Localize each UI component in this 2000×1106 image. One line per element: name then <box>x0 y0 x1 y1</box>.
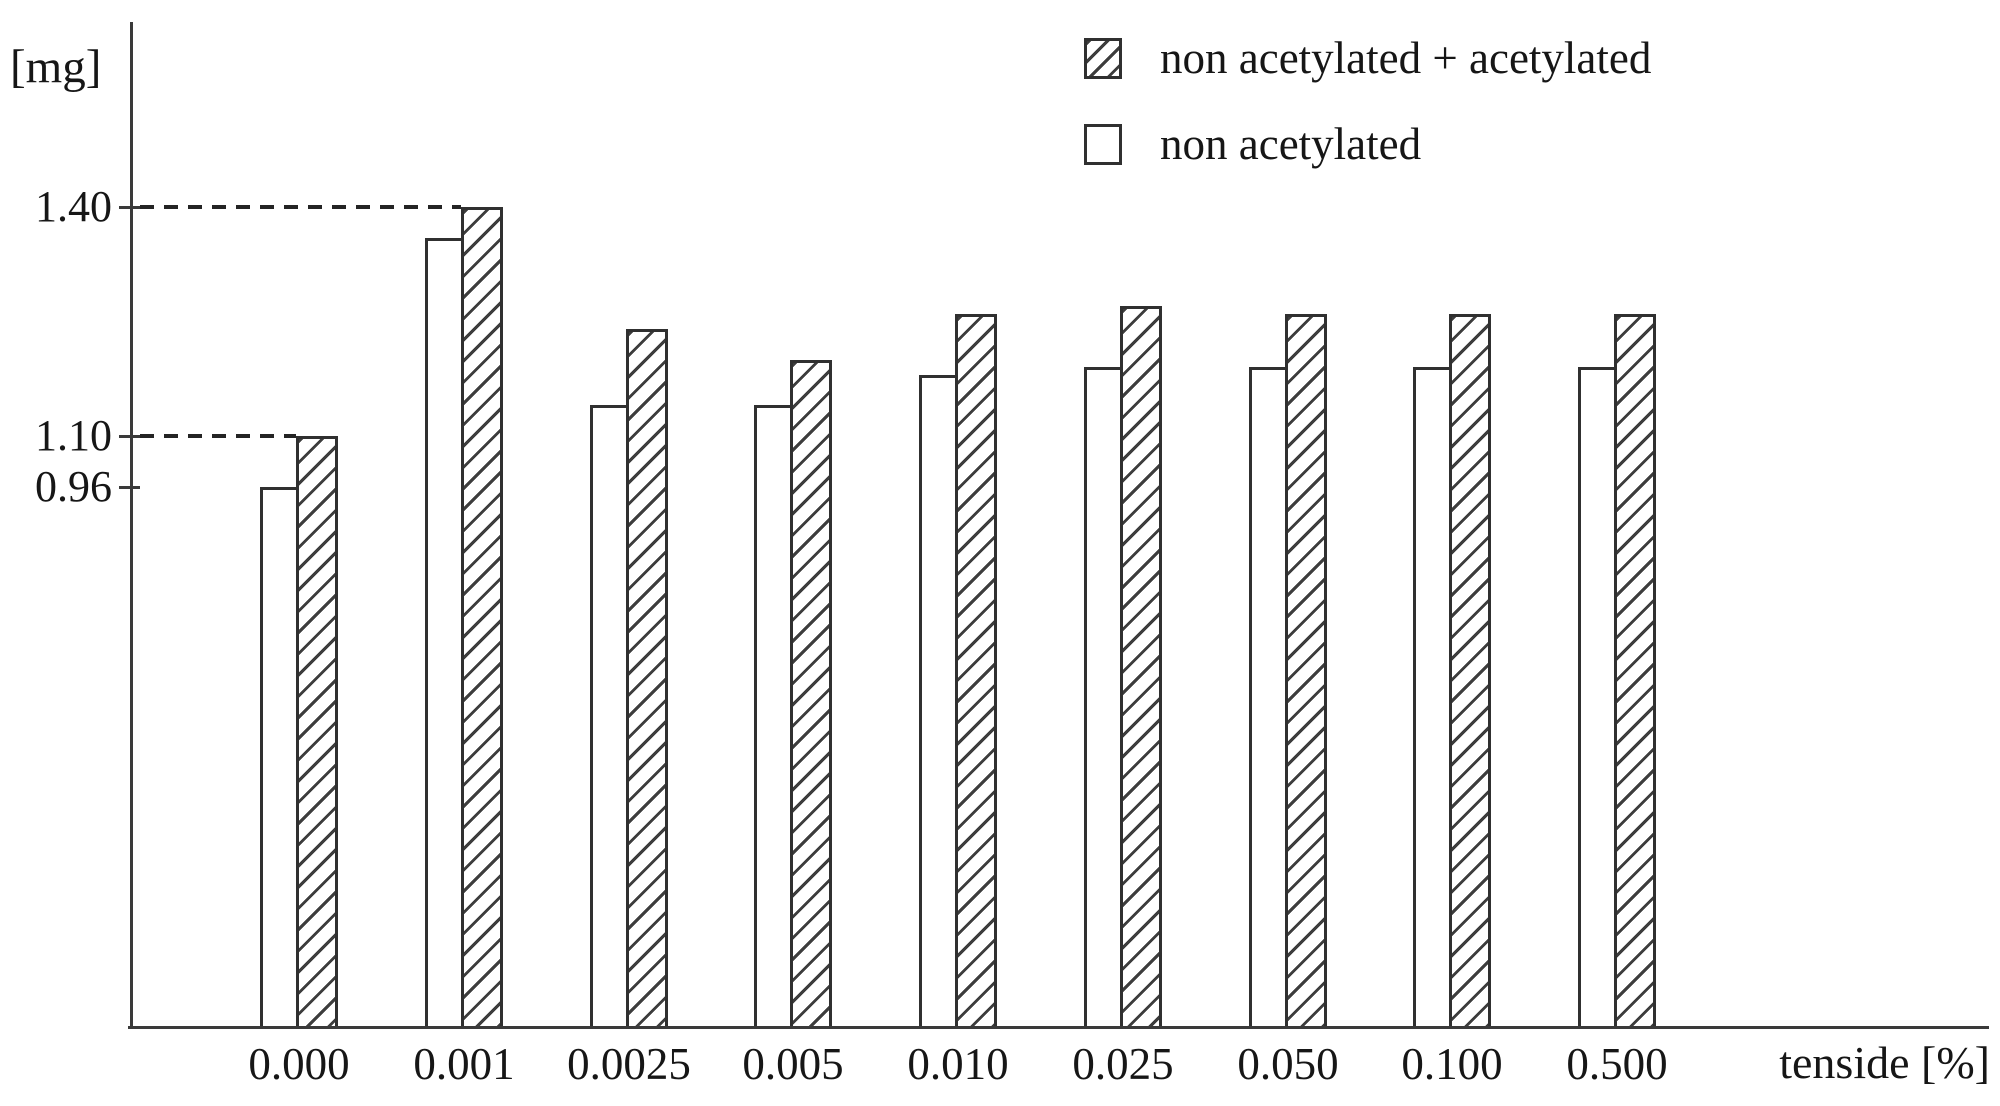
bar-0.050-non-acetylated-plus-acetylated <box>1285 314 1327 1026</box>
y-tick-1.10 <box>119 435 140 438</box>
y-tick-0.96 <box>119 486 140 489</box>
x-tick-label-0.000: 0.000 <box>248 1039 350 1089</box>
bar-0.025-non-acetylated <box>1084 367 1123 1026</box>
x-axis-line <box>128 1026 1989 1029</box>
legend-label-plain: non acetylated <box>1160 118 1422 169</box>
legend-label-hatched: non acetylated + acetylated <box>1160 33 1652 83</box>
guide-line-1.1 <box>140 434 296 438</box>
hatched-swatch-icon <box>1084 38 1122 80</box>
bar-0.500-non-acetylated <box>1578 367 1617 1026</box>
x-tick-label-0.100: 0.100 <box>1401 1039 1503 1089</box>
x-tick-label-0.050: 0.050 <box>1237 1039 1339 1089</box>
bar-0.010-non-acetylated-plus-acetylated <box>955 314 997 1026</box>
x-tick-label-0.001: 0.001 <box>413 1039 515 1089</box>
bar-0.0025-non-acetylated-plus-acetylated <box>626 329 668 1026</box>
y-axis-unit-label: [mg] <box>10 41 102 93</box>
y-tick-1.40 <box>119 206 140 209</box>
x-tick-label-0.0025: 0.0025 <box>567 1039 691 1089</box>
legend-item-plain: non acetylated <box>1084 118 1651 170</box>
x-tick-label-0.010: 0.010 <box>907 1039 1009 1089</box>
legend-item-hatched: non acetylated + acetylated <box>1084 33 1652 84</box>
bar-0.000-non-acetylated-plus-acetylated <box>296 436 338 1026</box>
y-tick-label-0.96: 0.96 <box>35 462 112 511</box>
bar-0.000-non-acetylated <box>260 487 299 1026</box>
x-tick-label-0.025: 0.025 <box>1072 1039 1174 1089</box>
bar-0.050-non-acetylated <box>1249 367 1288 1026</box>
bar-0.001-non-acetylated-plus-acetylated <box>461 207 503 1026</box>
y-tick-label-1.40: 1.40 <box>35 182 112 231</box>
legend: non acetylated + acetylated non acetylat… <box>1084 33 1652 205</box>
bar-0.005-non-acetylated <box>754 405 793 1026</box>
bar-0.005-non-acetylated-plus-acetylated <box>790 360 832 1026</box>
bar-0.100-non-acetylated-plus-acetylated <box>1449 314 1491 1026</box>
y-tick-label-1.10: 1.10 <box>35 411 112 460</box>
bar-0.025-non-acetylated-plus-acetylated <box>1120 306 1162 1026</box>
x-tick-label-0.005: 0.005 <box>742 1039 844 1089</box>
bar-0.0025-non-acetylated <box>590 405 629 1026</box>
x-axis-title: tenside [%] <box>1779 1037 1990 1088</box>
bar-0.500-non-acetylated-plus-acetylated <box>1614 314 1656 1026</box>
bar-0.100-non-acetylated <box>1413 367 1452 1026</box>
plain-swatch-icon <box>1084 123 1122 165</box>
x-tick-label-0.500: 0.500 <box>1566 1039 1668 1089</box>
y-axis-line <box>130 22 133 1029</box>
guide-line-1.4 <box>140 205 461 209</box>
bar-0.010-non-acetylated <box>919 375 958 1026</box>
bar-0.001-non-acetylated <box>425 238 464 1026</box>
